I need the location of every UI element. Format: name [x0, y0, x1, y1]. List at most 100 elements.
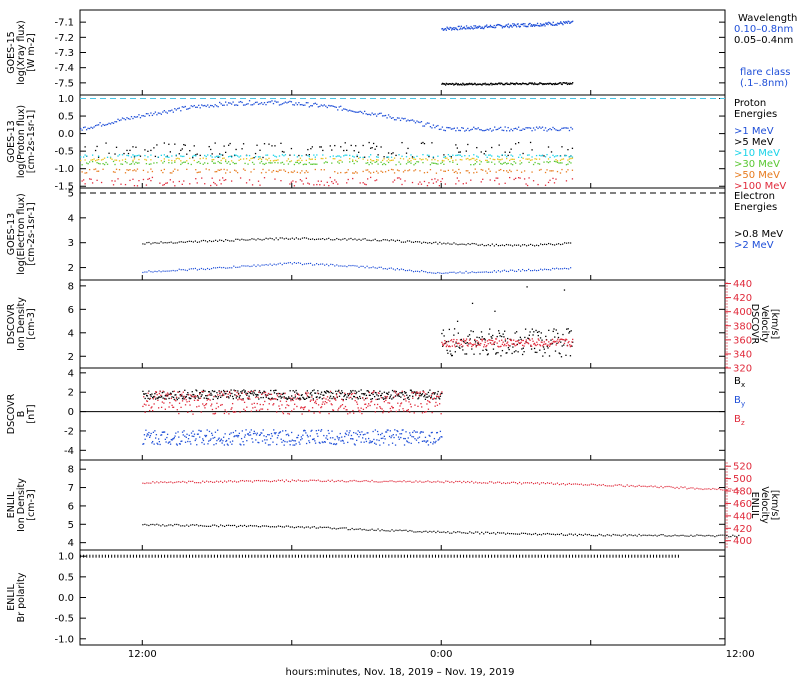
data-point: [169, 402, 171, 404]
data-point: [320, 238, 322, 240]
data-point: [211, 160, 213, 163]
data-point: [469, 531, 471, 533]
data-point: [554, 24, 557, 26]
data-point: [331, 162, 333, 164]
data-point: [459, 339, 462, 341]
data-point: [539, 337, 542, 339]
data-point: [192, 105, 194, 108]
right-tick-label: 400: [733, 536, 752, 547]
data-point: [407, 119, 409, 121]
data-point: [287, 171, 290, 174]
legend-entry: >30 MeV: [734, 159, 780, 170]
data-point: [213, 106, 215, 108]
data-point: [211, 390, 214, 392]
data-point: [449, 345, 451, 348]
y-axis-label: log(Electron flux): [16, 193, 27, 275]
data-point: [314, 156, 316, 158]
data-point: [409, 403, 412, 405]
data-point: [352, 159, 354, 161]
data-point: [177, 391, 179, 394]
data-point: [548, 21, 550, 23]
data-point: [199, 158, 201, 160]
data-point: [194, 267, 197, 270]
data-point: [512, 25, 515, 27]
data-point: [463, 554, 465, 558]
data-point: [217, 106, 219, 108]
data-point: [301, 103, 303, 106]
data-point: [418, 392, 420, 394]
data-point: [528, 22, 530, 25]
data-point: [552, 170, 554, 172]
data-point: [274, 100, 276, 102]
data-point: [450, 83, 453, 85]
data-point: [295, 526, 297, 528]
data-point: [211, 177, 213, 179]
data-point: [239, 480, 242, 482]
data-point: [229, 395, 232, 397]
data-point: [539, 344, 541, 346]
data-point: [157, 443, 159, 445]
data-point: [582, 534, 584, 536]
data-point: [482, 178, 484, 180]
data-point: [310, 399, 312, 401]
data-point: [206, 480, 208, 482]
data-point: [672, 486, 674, 489]
y-tick-label: 4: [68, 328, 74, 339]
data-point: [501, 25, 503, 27]
data-point: [260, 102, 263, 104]
data-point: [223, 444, 226, 446]
data-point: [384, 395, 386, 398]
data-point: [463, 26, 465, 28]
data-point: [441, 436, 443, 438]
data-point: [461, 481, 463, 484]
data-point: [228, 391, 231, 393]
data-point: [365, 113, 367, 115]
data-point: [358, 157, 360, 159]
data-point: [279, 554, 281, 558]
data-point: [156, 481, 158, 483]
data-point: [473, 126, 475, 128]
data-point: [251, 393, 253, 395]
data-point: [345, 433, 347, 436]
data-point: [479, 481, 481, 484]
data-point: [407, 396, 409, 398]
data-point: [193, 435, 195, 438]
data-point: [152, 396, 155, 398]
data-point: [331, 105, 333, 107]
data-point: [338, 238, 340, 241]
data-point: [390, 153, 393, 155]
data-point: [483, 338, 486, 340]
data-point: [203, 404, 205, 407]
data-point: [220, 554, 222, 558]
data-point: [129, 179, 131, 182]
data-point: [243, 444, 245, 446]
data-point: [646, 534, 648, 537]
data-point: [516, 128, 518, 130]
data-point: [474, 83, 477, 85]
data-point: [296, 393, 299, 395]
data-point: [154, 396, 156, 398]
data-point: [269, 393, 271, 395]
data-point: [523, 83, 525, 85]
data-point: [334, 158, 336, 160]
data-point: [404, 169, 406, 172]
data-point: [133, 158, 136, 160]
data-point: [516, 340, 519, 342]
data-point: [308, 155, 311, 158]
data-point: [360, 407, 362, 409]
data-point: [492, 83, 494, 85]
data-point: [255, 439, 257, 441]
data-point: [341, 439, 344, 442]
data-point: [488, 84, 490, 86]
data-point: [338, 106, 340, 108]
data-point: [433, 530, 435, 532]
data-point: [557, 338, 559, 340]
data-point: [150, 149, 152, 152]
data-point: [163, 154, 166, 156]
data-point: [322, 238, 324, 240]
data-point: [525, 83, 527, 85]
data-point: [230, 103, 233, 105]
data-point: [265, 525, 268, 527]
data-point: [523, 128, 526, 131]
data-point: [545, 343, 547, 345]
